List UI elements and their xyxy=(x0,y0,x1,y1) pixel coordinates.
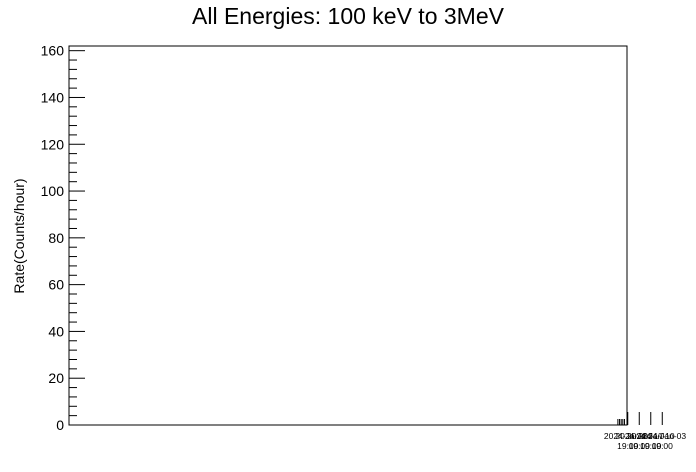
y-tick-label: 100 xyxy=(41,183,65,199)
y-axis-label: Rate(Counts/hour) xyxy=(11,178,27,293)
y-axis-ticks: 0 20 40 60 80 100 120 140 160 xyxy=(41,43,85,433)
x-tick-label-date: 2024-Jan-10 xyxy=(627,431,675,441)
x-axis-ticks: 2024-Jan-0319:002024-Jan-1019:002024-Jan… xyxy=(604,412,686,451)
y-tick-label: 140 xyxy=(41,89,65,105)
chart-title: All Energies: 100 keV to 3MeV xyxy=(192,3,505,29)
axes xyxy=(68,45,628,426)
plot-frame xyxy=(68,45,628,426)
x-tick-label-date: 2024-Jan-24 xyxy=(604,431,652,441)
y-tick-label: 0 xyxy=(56,417,64,433)
y-tick-label: 160 xyxy=(41,43,65,59)
x-tick-label-time: 19:00 xyxy=(640,441,662,451)
y-tick-label: 40 xyxy=(48,323,64,339)
y-tick-label: 60 xyxy=(48,277,64,293)
y-tick-label: 80 xyxy=(48,230,64,246)
y-tick-label: 20 xyxy=(48,370,64,386)
x-tick-label-time: 19:00 xyxy=(652,441,674,451)
x-tick-label-time: 19:00 xyxy=(629,441,651,451)
y-tick-label: 120 xyxy=(41,136,65,152)
x-tick-label-date: 2024-Jan-17 xyxy=(615,431,663,441)
x-tick-label-date: 2024-Jan-03 xyxy=(638,431,686,441)
x-tick-label-time: 19:00 xyxy=(617,441,639,451)
